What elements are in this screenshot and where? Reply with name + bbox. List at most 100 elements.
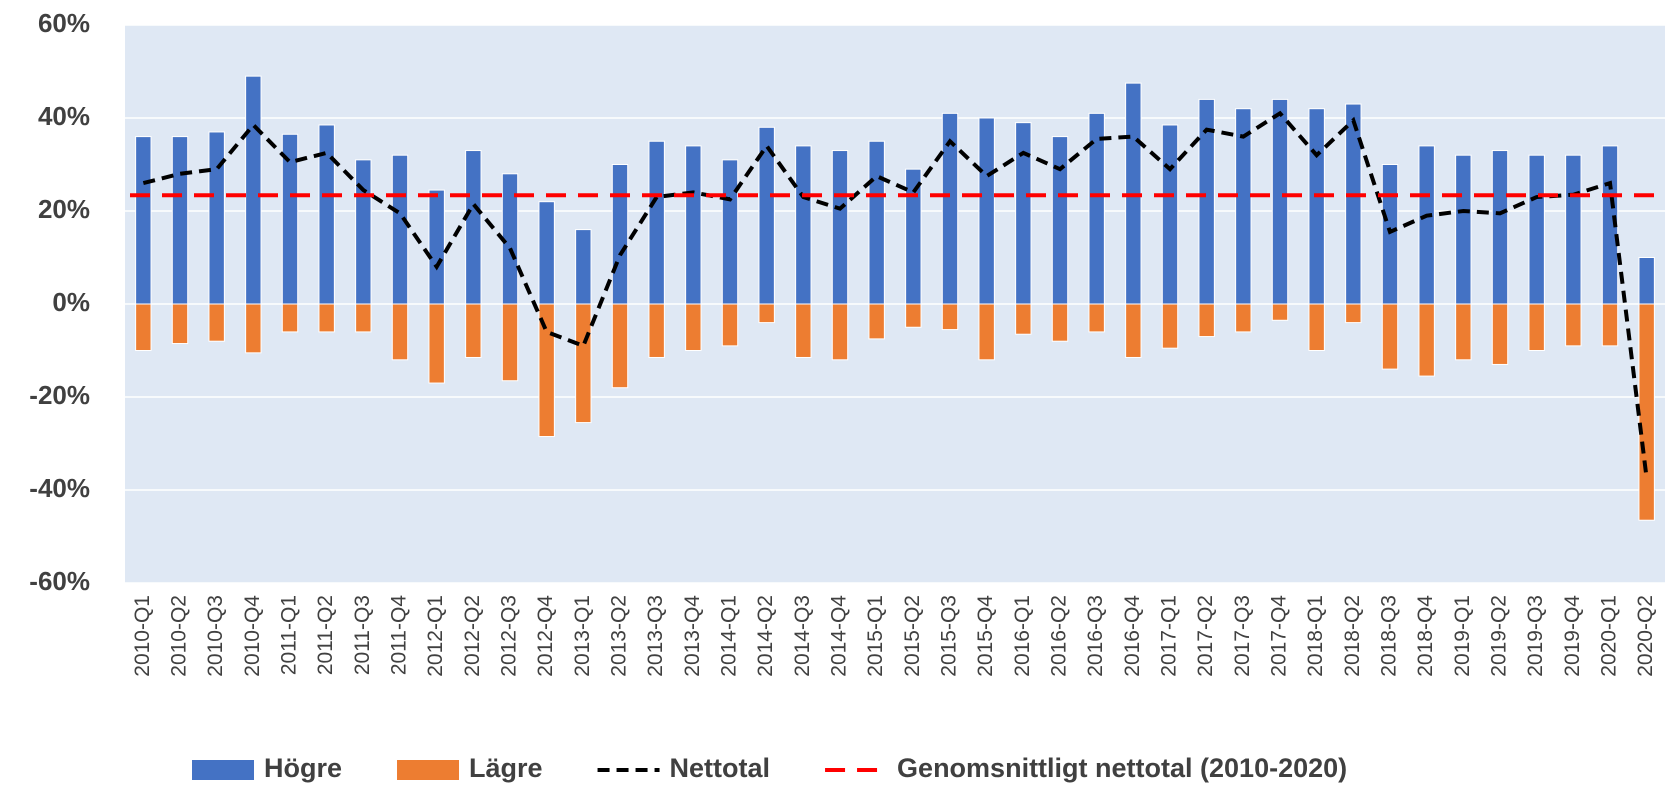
- bar: [941, 303, 959, 331]
- x-tick-label: 2018-Q2: [1341, 595, 1364, 677]
- bar: [1491, 303, 1509, 365]
- x-tick-label: 2010-Q4: [241, 595, 264, 677]
- bar: [538, 303, 555, 438]
- bar: [1125, 303, 1142, 358]
- bar: [905, 303, 922, 328]
- bar: [1491, 150, 1509, 305]
- bar: [1161, 124, 1179, 305]
- legend-label: Lägre: [469, 753, 543, 783]
- bar: [428, 303, 445, 384]
- x-tick-label: 2019-Q4: [1561, 595, 1584, 677]
- legend-swatch: [397, 760, 460, 780]
- x-tick-label: 2011-Q4: [388, 595, 411, 675]
- bar: [721, 303, 739, 347]
- y-tick-label: 40%: [38, 101, 90, 131]
- bar: [611, 303, 629, 389]
- bar: [391, 154, 409, 305]
- bar: [575, 303, 592, 424]
- x-tick-label: 2016-Q1: [1011, 595, 1034, 677]
- bar: [1271, 98, 1289, 305]
- bar: [758, 303, 775, 324]
- bar: [281, 303, 299, 333]
- x-tick-label: 2018-Q3: [1378, 595, 1401, 677]
- x-tick-label: 2013-Q1: [571, 595, 594, 677]
- bar: [171, 136, 189, 305]
- x-tick-label: 2017-Q4: [1268, 595, 1291, 677]
- bar: [978, 303, 995, 361]
- legend-swatch: [192, 760, 254, 780]
- x-tick-label: 2019-Q2: [1488, 595, 1511, 677]
- x-tick-label: 2015-Q2: [901, 595, 924, 677]
- bar: [1051, 136, 1069, 305]
- x-tick-label: 2019-Q1: [1451, 595, 1474, 677]
- x-tick-label: 2020-Q1: [1598, 595, 1621, 677]
- x-tick-label: 2014-Q2: [754, 595, 777, 677]
- bar: [391, 303, 409, 361]
- x-tick-label: 2019-Q3: [1524, 595, 1547, 677]
- bar: [1638, 257, 1655, 305]
- x-tick-label: 2014-Q3: [791, 595, 814, 677]
- bar: [1308, 303, 1325, 351]
- bar: [171, 303, 189, 345]
- line: [142, 110, 1649, 479]
- bar: [648, 303, 665, 358]
- bar: [868, 140, 885, 305]
- x-tick-label: 2013-Q2: [608, 595, 631, 677]
- bar: [685, 303, 702, 351]
- x-tick-label: 2020-Q2: [1634, 595, 1657, 677]
- bar: [1528, 154, 1545, 305]
- x-tick-label: 2016-Q3: [1084, 595, 1107, 677]
- x-tick-label: 2012-Q3: [498, 595, 521, 677]
- x-tick-label: 2013-Q3: [644, 595, 667, 677]
- bar: [575, 229, 592, 305]
- bar: [501, 303, 519, 382]
- x-tick-label: 2014-Q1: [718, 595, 741, 677]
- bar: [245, 75, 262, 305]
- bar: [318, 303, 335, 333]
- x-tick-label: 2011-Q2: [314, 595, 337, 675]
- x-tick-label: 2016-Q2: [1048, 595, 1071, 677]
- y-tick-label: 0%: [52, 287, 90, 317]
- bar: [685, 145, 702, 305]
- bar: [1418, 303, 1435, 377]
- x-tick-label: 2014-Q4: [828, 595, 851, 677]
- bar: [1381, 164, 1399, 305]
- x-tick-label: 2017-Q3: [1231, 595, 1254, 677]
- x-tick-label: 2015-Q3: [938, 595, 961, 677]
- bar: [1198, 303, 1215, 338]
- x-tick-label: 2012-Q2: [461, 595, 484, 677]
- bar: [1161, 303, 1179, 349]
- bar: [245, 303, 262, 354]
- x-tick-label: 2011-Q1: [278, 595, 301, 675]
- bar: [795, 145, 812, 305]
- bar: [135, 303, 152, 351]
- y-tick-label: 20%: [38, 194, 90, 224]
- bar: [1601, 303, 1619, 347]
- bar: [1455, 154, 1472, 305]
- bar: [318, 124, 335, 305]
- x-tick-label: 2017-Q1: [1158, 595, 1181, 677]
- x-tick-label: 2015-Q4: [974, 595, 997, 677]
- bar: [1015, 303, 1032, 335]
- bar: [721, 159, 739, 305]
- bar: [465, 303, 482, 358]
- bar: [1381, 303, 1399, 370]
- bar: [1015, 122, 1032, 305]
- bar: [795, 303, 812, 358]
- bar: [1638, 303, 1655, 521]
- x-tick-label: 2015-Q1: [864, 595, 887, 677]
- x-tick-label: 2010-Q1: [131, 595, 154, 677]
- bar: [208, 303, 225, 342]
- bar: [208, 131, 225, 305]
- legend-label: Genomsnittligt nettotal (2010-2020): [897, 753, 1347, 783]
- legend-label: Högre: [264, 753, 342, 783]
- x-tick-label: 2012-Q1: [424, 595, 447, 677]
- bar: [1565, 303, 1582, 347]
- y-tick-label: -60%: [29, 566, 90, 596]
- x-tick-label: 2016-Q4: [1121, 595, 1144, 677]
- bar: [355, 303, 372, 333]
- bar: [1088, 303, 1105, 333]
- bar: [1271, 303, 1289, 321]
- bar: [538, 201, 555, 305]
